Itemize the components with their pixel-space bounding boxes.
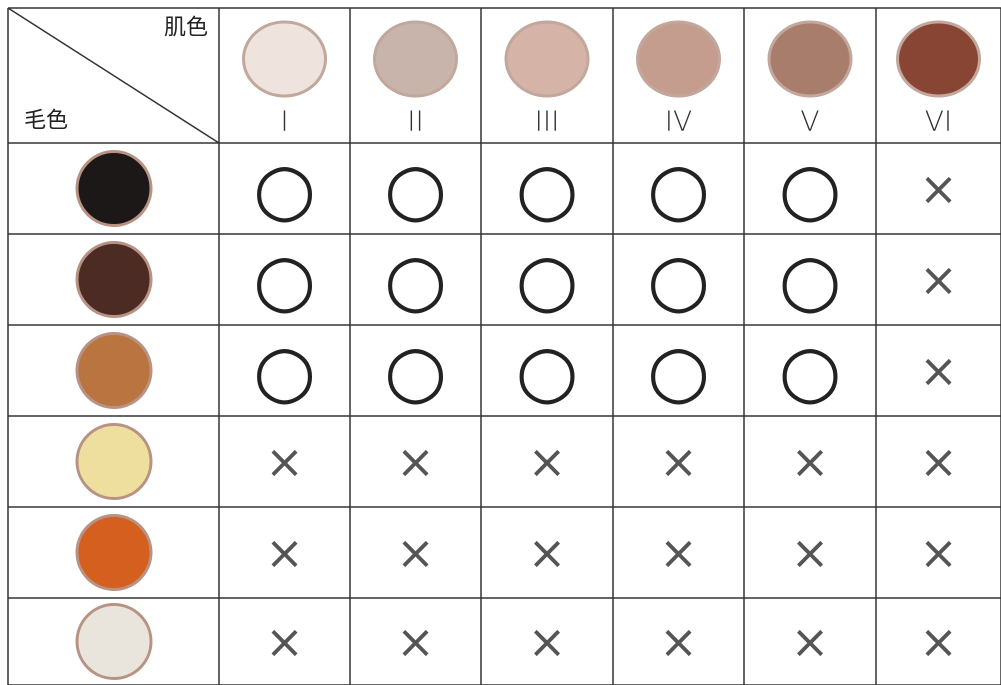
ng-mark: × — [919, 435, 958, 489]
hair-swatch — [75, 150, 153, 227]
hair-swatch — [75, 241, 153, 318]
ng-mark: × — [791, 526, 830, 580]
ng-mark: × — [791, 615, 830, 669]
skin-swatch — [767, 20, 853, 98]
skin-swatch — [373, 20, 458, 98]
ng-mark: × — [265, 435, 304, 489]
ok-mark: ○ — [647, 329, 710, 413]
ok-mark: ○ — [647, 147, 710, 231]
ok-mark: ○ — [384, 238, 447, 322]
hair-swatch — [75, 514, 153, 591]
ok-mark: ○ — [516, 329, 579, 413]
ng-mark: × — [265, 615, 304, 669]
skin-type-label: IV — [665, 105, 692, 138]
ng-mark: × — [396, 435, 435, 489]
ng-mark: × — [919, 162, 958, 216]
ng-mark: × — [659, 615, 698, 669]
ng-mark: × — [265, 526, 304, 580]
ng-mark: × — [659, 435, 698, 489]
hair-swatch — [75, 332, 153, 409]
ok-mark: ○ — [647, 238, 710, 322]
ok-mark: ○ — [253, 238, 316, 322]
skin-swatch — [636, 20, 721, 98]
ng-mark: × — [659, 526, 698, 580]
ng-mark: × — [919, 344, 958, 398]
ng-mark: × — [791, 435, 830, 489]
ng-mark: × — [919, 526, 958, 580]
skin-swatch — [242, 20, 327, 98]
skin-type-label: I — [280, 105, 288, 138]
ok-mark: ○ — [779, 329, 842, 413]
skin-label: 肌色 — [164, 16, 208, 41]
ng-mark: × — [396, 615, 435, 669]
ok-mark: ○ — [253, 329, 316, 413]
ok-mark: ○ — [779, 238, 842, 322]
corner-diagonal — [7, 7, 220, 144]
ng-mark: × — [919, 615, 958, 669]
ng-mark: × — [919, 253, 958, 307]
skin-swatch — [504, 20, 590, 98]
skin-type-label: III — [535, 105, 560, 138]
hair-swatch — [75, 603, 153, 680]
ok-mark: ○ — [516, 147, 579, 231]
skin-type-label: II — [407, 105, 424, 138]
ok-mark: ○ — [384, 329, 447, 413]
ok-mark: ○ — [516, 238, 579, 322]
ng-mark: × — [396, 526, 435, 580]
ng-mark: × — [528, 435, 567, 489]
hair-label: 毛色 — [24, 109, 68, 134]
skin-swatch — [896, 20, 981, 98]
ok-mark: ○ — [779, 147, 842, 231]
ok-mark: ○ — [384, 147, 447, 231]
hair-swatch — [75, 423, 153, 500]
skin-type-label: V — [800, 105, 819, 138]
skin-type-label: VI — [925, 105, 952, 138]
ng-mark: × — [528, 615, 567, 669]
ok-mark: ○ — [253, 147, 316, 231]
ng-mark: × — [528, 526, 567, 580]
